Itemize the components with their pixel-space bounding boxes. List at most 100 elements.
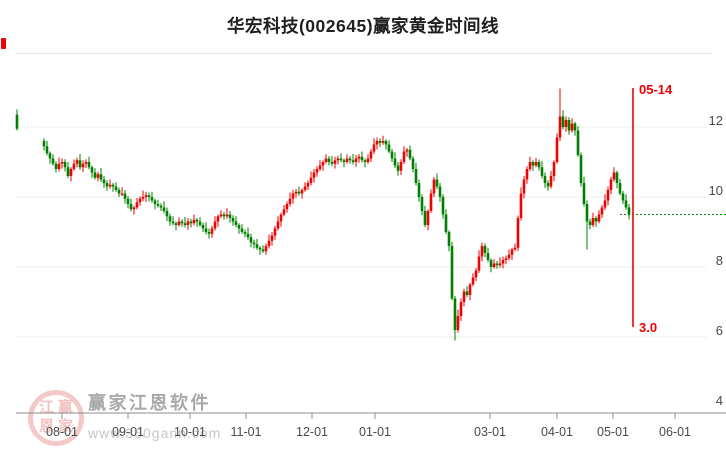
candle-body: [546, 183, 550, 187]
candle-body: [204, 228, 208, 232]
candle-body: [618, 183, 622, 194]
candle-body: [339, 158, 343, 161]
candle-body: [216, 216, 220, 222]
candle-body: [270, 235, 274, 241]
candle-body: [228, 214, 232, 218]
candle-body: [102, 179, 106, 183]
candle-body: [96, 174, 100, 178]
candle-body: [105, 183, 109, 187]
candle-body: [111, 184, 115, 187]
candle-body: [129, 204, 133, 210]
candle-body: [447, 232, 451, 246]
candle-body: [132, 207, 136, 210]
candle-body: [420, 197, 424, 211]
candle-body: [594, 218, 598, 222]
candle-body: [81, 163, 85, 168]
candle-body: [69, 169, 73, 176]
candle-body: [309, 177, 313, 183]
candle-body: [501, 260, 505, 264]
candle-body: [126, 198, 130, 204]
candle-body: [279, 214, 283, 222]
candle-body: [324, 158, 328, 162]
candle-body: [159, 205, 163, 208]
candle-body: [42, 141, 46, 147]
candle-body: [288, 198, 292, 204]
candle-body: [372, 144, 376, 152]
candle-body: [240, 228, 244, 232]
candle-body: [258, 247, 262, 250]
candle-body: [396, 165, 400, 171]
candle-body: [315, 169, 319, 173]
candle-body: [489, 260, 493, 267]
candle-body: [120, 193, 124, 195]
candle-body: [99, 174, 103, 180]
candle-body: [15, 114, 19, 129]
candle-body: [303, 186, 307, 190]
candle-body: [444, 214, 448, 232]
candle-body: [225, 214, 229, 217]
candle-body: [342, 160, 346, 162]
candle-body: [267, 240, 271, 246]
candle-body: [276, 221, 280, 229]
candle-body: [147, 195, 151, 197]
candle-body: [384, 141, 388, 145]
candle-body: [543, 176, 547, 183]
candle-body: [474, 270, 478, 278]
candle-body: [246, 233, 250, 238]
candle-body: [165, 211, 169, 217]
candle-body: [498, 263, 502, 266]
candle-body: [351, 160, 355, 162]
candle-body: [72, 163, 76, 169]
candle-body: [117, 190, 121, 194]
candle-body: [399, 162, 403, 171]
candle-body: [141, 197, 145, 199]
candle-body: [180, 221, 184, 224]
candle-body: [345, 158, 349, 162]
candle-body: [453, 298, 457, 330]
candle-body: [414, 169, 418, 183]
candle-body: [555, 137, 559, 162]
candle-body: [549, 176, 553, 187]
candle-body: [462, 291, 466, 302]
candle-body: [552, 162, 556, 176]
candle-body: [495, 263, 499, 266]
candle-body: [492, 263, 496, 267]
chart-title: 华宏科技(002645)赢家黄金时间线: [226, 16, 500, 36]
candle-body: [138, 198, 142, 203]
candle-body: [336, 158, 340, 161]
candle-body: [471, 277, 475, 285]
candle-body: [291, 193, 295, 199]
candle-body: [417, 183, 421, 197]
candle-body: [234, 221, 238, 225]
candle-body: [510, 249, 514, 255]
candle-body: [108, 184, 112, 187]
candle-body: [627, 207, 631, 215]
candle-body: [222, 214, 226, 217]
candle-body: [606, 190, 610, 201]
candle-body: [564, 120, 568, 127]
candle-body: [597, 214, 601, 222]
candle-body: [150, 197, 154, 201]
candle-body: [186, 221, 190, 225]
candle-body: [174, 223, 178, 225]
candle-body: [207, 232, 211, 234]
watermark-url-text: www.360gann.com: [88, 425, 222, 441]
candle-body: [528, 162, 532, 169]
candle-body: [435, 179, 439, 187]
candle-body: [183, 223, 187, 225]
candle-body: [195, 219, 199, 222]
candle-body: [504, 258, 508, 260]
candle-body: [306, 183, 310, 187]
candle-body: [522, 179, 526, 194]
candle-body: [231, 218, 235, 222]
candle-body: [255, 244, 259, 248]
candle-body: [318, 165, 322, 169]
candle-body: [531, 162, 535, 166]
candle-body: [615, 172, 619, 183]
candle-body: [84, 162, 88, 164]
candle-body: [624, 200, 628, 208]
candle-body: [621, 193, 625, 201]
candle-body: [507, 254, 511, 259]
candle-body: [480, 246, 484, 257]
